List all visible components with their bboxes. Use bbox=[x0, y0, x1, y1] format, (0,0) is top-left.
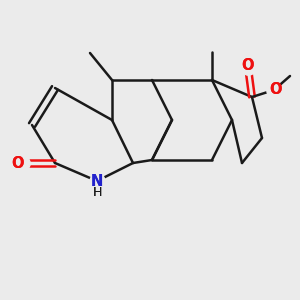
Text: O: O bbox=[11, 155, 23, 170]
Text: O: O bbox=[270, 82, 282, 98]
Text: N: N bbox=[91, 173, 103, 188]
Text: O: O bbox=[270, 82, 282, 98]
Text: O: O bbox=[242, 58, 254, 73]
Text: H: H bbox=[92, 187, 102, 200]
Text: O: O bbox=[242, 58, 254, 73]
Text: N: N bbox=[91, 173, 103, 188]
Text: H: H bbox=[92, 187, 102, 200]
Text: O: O bbox=[11, 155, 23, 170]
